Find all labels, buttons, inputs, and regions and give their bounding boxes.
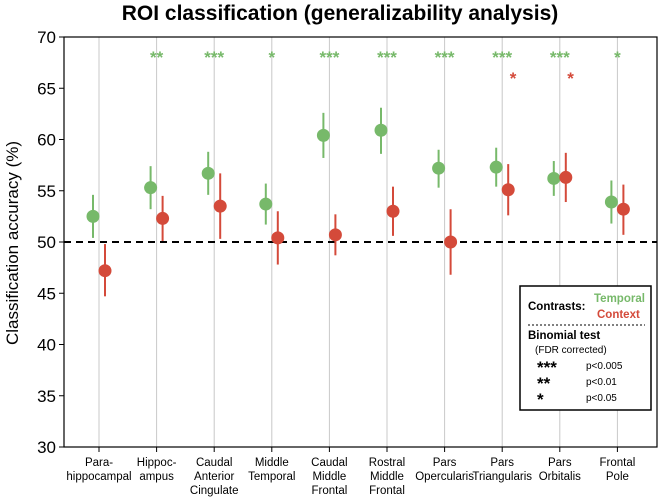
y-tick-label-60: 60 — [37, 131, 56, 150]
temporal-significance-8: *** — [550, 48, 570, 67]
y-tick-label-50: 50 — [37, 233, 56, 252]
legend-test-title: Binomial test — [528, 330, 600, 342]
temporal-significance-6: *** — [435, 48, 455, 67]
temporal-significance-4: *** — [319, 48, 339, 67]
context-point-3 — [271, 231, 285, 245]
legend-pvalue-3: p<0.05 — [586, 393, 617, 404]
x-tick-label-5: Rostral Middle Frontal — [369, 457, 405, 497]
legend-stars-2: ** — [537, 374, 551, 393]
temporal-point-4 — [316, 128, 330, 142]
temporal-significance-3: * — [268, 48, 275, 67]
context-point-8 — [559, 170, 573, 184]
legend-pvalue-1: p<0.005 — [586, 361, 623, 372]
context-point-1 — [156, 211, 170, 225]
legend-pvalue-2: p<0.01 — [586, 377, 617, 388]
temporal-significance-5: *** — [377, 48, 397, 67]
y-tick-label-65: 65 — [37, 79, 56, 98]
temporal-point-3 — [259, 197, 273, 211]
legend-test-subtitle: (FDR corrected) — [535, 345, 607, 356]
x-tick-label-2: Caudal Anterior Cingulate — [190, 457, 239, 497]
y-tick-label-40: 40 — [37, 336, 56, 355]
context-point-2 — [213, 199, 227, 213]
legend-contrasts-label: Contrasts: — [528, 301, 586, 313]
temporal-point-1 — [144, 181, 158, 195]
context-significance-8: * — [567, 69, 574, 88]
context-point-9 — [616, 202, 630, 216]
y-tick-label-30: 30 — [37, 438, 56, 457]
legend-stars-1: *** — [537, 358, 557, 377]
legend-context: Context — [597, 309, 640, 321]
significance-stars: ** *** * *** *** *** *** *** ** * — [150, 48, 621, 88]
x-tick-label-0: Para-hippocampal — [66, 457, 131, 483]
context-significance-7: * — [510, 69, 517, 88]
temporal-point-8 — [547, 171, 561, 185]
context-point-5 — [386, 204, 400, 218]
temporal-significance-7: *** — [492, 48, 512, 67]
y-tick-label-35: 35 — [37, 387, 56, 406]
legend: Contrasts: Temporal Context Binomial tes… — [519, 285, 652, 411]
x-tick-label-4: Caudal Middle Frontal — [311, 457, 347, 497]
temporal-point-5 — [374, 123, 388, 137]
temporal-point-0 — [86, 209, 100, 223]
x-tick-label-6: Pars Opercularis — [415, 457, 474, 483]
context-point-4 — [328, 228, 342, 242]
chart-title: ROI classification (generalizability ana… — [122, 2, 559, 25]
temporal-point-7 — [489, 160, 503, 174]
data-marks — [86, 107, 630, 297]
y-tick-label-55: 55 — [37, 182, 56, 201]
temporal-point-6 — [432, 161, 446, 175]
temporal-significance-9: * — [614, 48, 621, 67]
context-point-7 — [501, 183, 515, 197]
x-tick-label-3: Middle Temporal — [248, 457, 295, 483]
temporal-significance-1: ** — [150, 48, 164, 67]
temporal-point-2 — [201, 166, 215, 180]
context-point-6 — [444, 235, 458, 249]
x-tick-label-7: Pars Triangularis — [472, 457, 532, 483]
x-tick-label-9: Frontal Pole — [600, 457, 636, 483]
temporal-significance-2: *** — [204, 48, 224, 67]
temporal-point-9 — [604, 195, 618, 209]
legend-stars-3: * — [537, 390, 544, 409]
x-tick-label-1: Hippoc-ampus — [137, 457, 177, 483]
y-tick-label-70: 70 — [37, 28, 56, 47]
y-tick-label-45: 45 — [37, 284, 56, 303]
x-tick-label-8: Pars Orbitalis — [539, 457, 581, 483]
y-axis-ticks: 30 35 40 45 50 55 60 65 70 — [37, 28, 64, 457]
legend-box — [519, 285, 652, 411]
y-axis-label: Classification accuracy (%) — [3, 141, 22, 345]
legend-temporal: Temporal — [594, 293, 645, 305]
context-point-0 — [98, 264, 112, 278]
